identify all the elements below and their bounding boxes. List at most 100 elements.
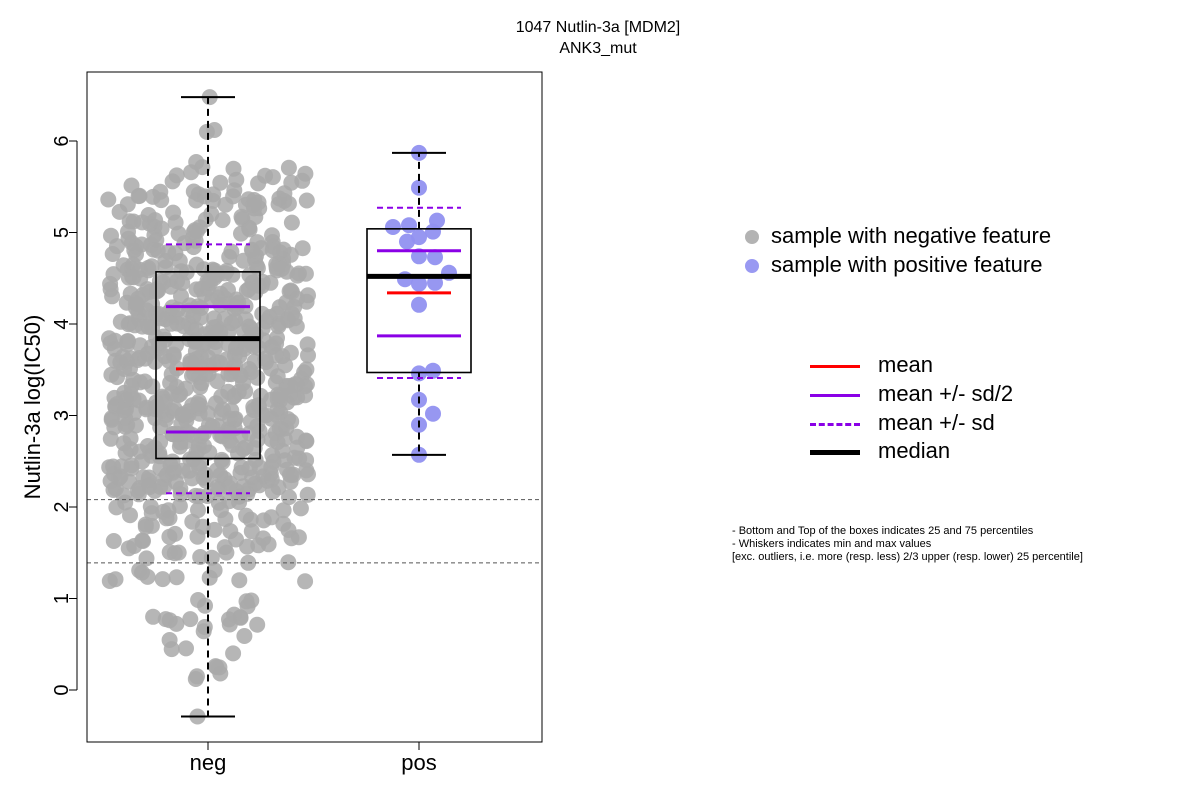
x-tick-label-neg: neg: [190, 750, 227, 775]
point-neg: [182, 352, 199, 369]
point-neg: [189, 223, 206, 239]
point-neg: [298, 432, 314, 449]
point-neg: [289, 267, 306, 284]
point-neg: [221, 248, 238, 265]
point-neg: [138, 550, 155, 567]
point-neg: [143, 236, 159, 253]
legend-item-mean-half-sd: mean +/- sd/2: [810, 381, 1013, 407]
point-neg: [212, 174, 229, 191]
chart-subtitle: ANK3_mut: [559, 40, 637, 57]
point-neg: [127, 299, 144, 316]
point-pos: [425, 362, 441, 379]
point-neg: [280, 554, 297, 571]
point-neg: [217, 265, 234, 282]
y-tick-label: 4: [51, 318, 73, 329]
point-neg: [178, 640, 194, 657]
point-neg: [109, 238, 125, 255]
point-neg: [102, 473, 119, 489]
legend-dot-positive: [745, 259, 759, 274]
point-neg: [228, 296, 245, 313]
point-pos: [427, 249, 443, 266]
point-neg: [182, 611, 199, 628]
legend-label-mean-sd: mean +/- sd: [878, 410, 995, 435]
point-neg: [168, 569, 185, 586]
point-neg: [299, 486, 316, 503]
point-neg: [298, 462, 315, 479]
point-neg: [268, 335, 285, 352]
point-neg: [242, 511, 259, 528]
legend-label-median: median: [878, 438, 951, 463]
point-neg: [166, 545, 183, 562]
point-neg: [164, 426, 181, 442]
point-neg: [154, 571, 171, 588]
point-neg: [126, 317, 143, 334]
point-neg: [214, 453, 231, 470]
point-neg: [103, 411, 120, 428]
point-neg: [123, 377, 140, 394]
point-neg: [280, 159, 297, 176]
point-neg: [241, 481, 258, 498]
box-neg: [155, 271, 261, 460]
point-neg: [288, 376, 305, 393]
legend-item-negative: sample with negative feature: [745, 223, 1051, 249]
point-neg: [205, 356, 222, 373]
chart-notes: - Bottom and Top of the boxes indicates …: [732, 525, 1083, 564]
point-neg: [278, 420, 295, 437]
chart-title: 1047 Nutlin-3a [MDM2]: [515, 19, 681, 36]
point-neg: [161, 612, 178, 629]
point-neg: [279, 311, 296, 328]
point-pos: [425, 405, 441, 422]
point-neg: [292, 500, 309, 517]
point-neg: [125, 391, 142, 408]
point-neg: [105, 533, 122, 549]
point-neg: [180, 315, 197, 332]
point-neg: [149, 281, 166, 297]
point-neg: [116, 402, 133, 419]
point-neg: [156, 348, 173, 365]
point-neg: [257, 167, 274, 184]
point-neg: [283, 530, 300, 547]
axis-layer: 0 1 2 3 4 5 6 Nutlin-3a log(IC50) neg pos: [20, 71, 543, 775]
plot-frame: [86, 71, 543, 743]
point-neg: [172, 486, 189, 503]
legend-swatch-mean-half-sd: [810, 393, 860, 397]
point-neg: [164, 173, 181, 190]
point-neg: [249, 431, 266, 448]
point-neg: [117, 418, 134, 435]
legend-item-positive: sample with positive feature: [745, 252, 1042, 278]
point-pos: [425, 223, 441, 240]
legend-label-positive: sample with positive feature: [771, 252, 1043, 277]
point-neg: [275, 502, 292, 519]
point-neg: [276, 452, 293, 469]
point-neg: [115, 348, 132, 365]
point-neg: [147, 212, 164, 229]
point-neg: [281, 489, 297, 506]
point-neg: [137, 518, 154, 535]
point-neg: [161, 510, 178, 526]
point-neg: [277, 357, 294, 374]
point-pos: [411, 296, 427, 313]
point-neg: [272, 387, 289, 404]
legend-item-mean: mean: [810, 352, 933, 378]
note-line-2: - Whiskers indicates min and max values: [732, 538, 932, 550]
points-layer: [100, 89, 457, 725]
legend-label-negative: sample with negative feature: [771, 223, 1052, 248]
point-neg: [139, 568, 156, 585]
point-neg: [192, 309, 209, 326]
point-pos: [399, 233, 415, 250]
y-tick-label: 5: [51, 227, 73, 238]
point-neg: [222, 410, 239, 427]
point-neg: [135, 533, 151, 549]
point-neg: [269, 407, 286, 424]
point-neg: [163, 366, 180, 383]
point-neg: [161, 528, 178, 545]
point-neg: [141, 469, 157, 486]
point-neg: [194, 518, 211, 535]
y-tick-label: 3: [51, 410, 73, 421]
point-neg: [131, 261, 148, 278]
point-neg: [255, 512, 272, 529]
point-neg: [212, 502, 229, 519]
point-neg: [128, 238, 144, 255]
point-neg: [108, 499, 125, 516]
point-neg: [222, 523, 239, 540]
